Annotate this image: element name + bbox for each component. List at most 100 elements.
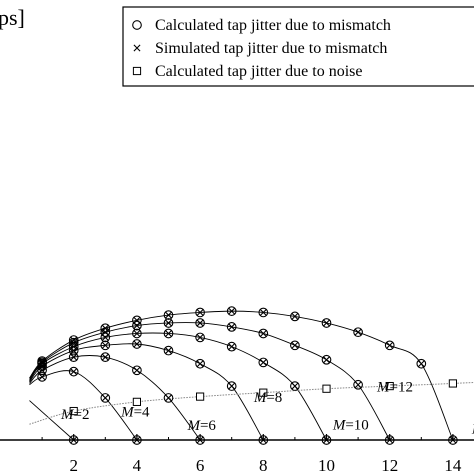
legend-entry-label: Calculated tap jitter due to mismatch (155, 17, 391, 34)
x-tick-label: 4 (133, 456, 142, 474)
calc-marker-m14 (195, 307, 205, 318)
calc-marker-m10 (290, 381, 300, 391)
curve-labels-layer: M=2 M=4 M=6 M=8 M=10 M=12 M=14 (60, 379, 474, 437)
sim-marker-m10 (133, 329, 141, 337)
calc-marker-m14 (290, 311, 300, 322)
sim-marker-m6 (165, 394, 172, 402)
noise-marker (196, 392, 205, 401)
sim-marker-m10 (165, 329, 172, 337)
sim-marker-m12 (354, 381, 362, 389)
sim-marker-m10 (196, 333, 204, 341)
sim-marker-m12 (228, 323, 236, 331)
calc-marker-m14 (100, 323, 111, 334)
sim-marker-m12 (323, 356, 330, 364)
calc-marker-m8 (226, 381, 237, 391)
calc-marker-m14 (416, 358, 427, 369)
noise-curve-layer (29, 381, 474, 425)
noise-marker (322, 384, 331, 393)
calc-marker-m14 (321, 318, 332, 328)
markers-layer (37, 306, 458, 445)
sim-marker-m12 (291, 341, 299, 349)
calc-marker-m6 (100, 352, 111, 363)
sim-marker-m8 (165, 347, 172, 355)
calc-marker-m4 (100, 393, 111, 403)
calc-marker-m10 (163, 328, 174, 339)
calc-marker-m14 (68, 335, 79, 345)
curve-label: M=8 (253, 390, 282, 406)
sim-marker-m10 (228, 343, 236, 351)
sim-marker-m14 (291, 312, 299, 320)
calc-marker-m12 (290, 340, 300, 351)
legend-cross-marker (133, 44, 141, 52)
curve-m8 (29, 343, 264, 441)
sim-marker-m10 (259, 358, 267, 366)
calc-marker-m10 (195, 332, 205, 343)
sim-marker-m6 (101, 353, 109, 361)
curve-m14 (29, 310, 454, 441)
legend: Calculated tap jitter due to mismatch Sim… (122, 6, 474, 87)
sim-marker-m14 (133, 316, 141, 324)
sim-marker-m8 (228, 382, 236, 390)
legend-square-marker (132, 66, 142, 76)
calc-marker-m8 (100, 340, 111, 351)
curve-label: M=12 (376, 379, 413, 395)
sim-marker-m14 (386, 341, 394, 349)
sim-marker-m12 (70, 339, 78, 347)
calc-marker-m12 (353, 379, 363, 390)
calc-marker-m10 (226, 341, 237, 352)
curves-layer (29, 310, 454, 441)
sim-marker-m12 (259, 329, 267, 337)
calc-marker-m12 (258, 328, 269, 339)
sim-marker-m14 (354, 328, 362, 336)
legend-box (122, 6, 474, 87)
sim-marker-m4 (38, 373, 46, 381)
legend-circle-marker (132, 20, 142, 30)
curve-label: M=2 (60, 407, 89, 423)
sim-marker-m14 (228, 307, 236, 315)
calc-marker-m14 (384, 340, 395, 351)
sim-marker-m14 (165, 311, 172, 319)
calc-marker-m6 (132, 365, 142, 376)
noise-marker (69, 406, 78, 416)
calc-marker-m12 (132, 320, 142, 331)
calc-marker-m6 (163, 393, 174, 403)
sim-marker-m12 (133, 322, 141, 330)
sim-marker-m4 (70, 368, 78, 376)
curve-label: M=6 (186, 418, 216, 434)
x-axis: 2 4 6 8 10 12 14 (0, 434, 474, 474)
noise-marker (385, 381, 394, 391)
y-axis-label: ps] (0, 5, 25, 30)
calc-marker-m6 (68, 352, 79, 363)
curve-label: M=4 (120, 404, 150, 420)
sim-marker-m14 (323, 319, 330, 327)
calc-marker-m10 (100, 332, 111, 343)
sim-marker-m14 (196, 308, 204, 316)
calc-marker-m14 (353, 327, 363, 338)
calc-marker-m10 (132, 328, 142, 339)
calc-marker-m8 (132, 339, 142, 349)
curve-label: M=14 (471, 421, 474, 437)
sim-marker-m6 (133, 366, 141, 374)
sim-marker-m14 (259, 308, 267, 316)
x-tick-label: 10 (318, 456, 335, 474)
sim-marker-m8 (133, 340, 141, 348)
sim-marker-m10 (101, 333, 109, 341)
calc-marker-m12 (68, 337, 79, 348)
sim-marker-m12 (196, 319, 204, 327)
noise-marker (259, 388, 268, 397)
sim-marker-m14 (70, 336, 78, 344)
calc-marker-m12 (321, 354, 332, 365)
legend-entry-label: Simulated tap jitter due to mismatch (155, 40, 387, 57)
sim-marker-m14 (101, 324, 109, 332)
calc-marker-m4 (37, 372, 47, 382)
sim-marker-m8 (196, 360, 204, 368)
calc-marker-m12 (195, 318, 205, 328)
calc-marker-m8 (163, 345, 174, 356)
x-tick-label: 12 (381, 456, 398, 474)
x-tick-label: 14 (444, 456, 462, 474)
noise-curve (29, 381, 474, 425)
calc-marker-m4 (68, 366, 79, 377)
calc-marker-m14 (226, 306, 237, 316)
calc-marker-m12 (163, 318, 174, 328)
